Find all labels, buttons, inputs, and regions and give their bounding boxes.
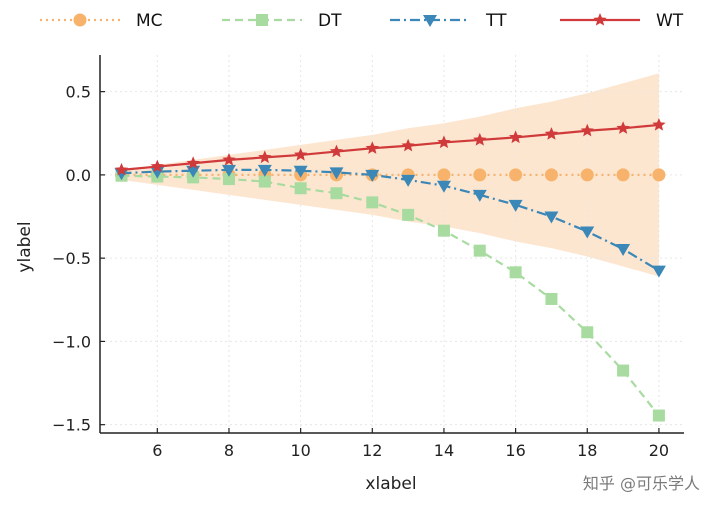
series-layer	[114, 117, 666, 422]
series-wt-point	[114, 162, 129, 176]
series-dt-point	[509, 266, 522, 279]
series-dt-point	[366, 196, 379, 209]
series-tt-point	[186, 165, 201, 178]
x-tick-label: 16	[505, 441, 525, 460]
x-tick-label: 14	[434, 441, 454, 460]
series-wt-point	[437, 135, 451, 149]
series-tt-point	[580, 226, 595, 239]
series-wt-point	[508, 130, 523, 144]
series-tt-point	[221, 164, 236, 177]
series-tt-point	[114, 168, 129, 181]
series-tt-point	[616, 243, 631, 256]
series-mc-point	[509, 168, 523, 182]
legend-tt-marker	[423, 15, 437, 27]
series-mc-point	[652, 168, 666, 182]
legend-dt-label: DT	[318, 11, 342, 31]
series-dt-point	[258, 175, 271, 188]
series-wt-point	[329, 144, 344, 158]
series-wt-point	[293, 147, 308, 161]
x-tick-label: 8	[224, 441, 234, 460]
series-tt-point	[150, 166, 165, 179]
x-axis-title: xlabel	[365, 474, 416, 494]
series-wt-point	[186, 156, 200, 169]
series-dt-point	[545, 292, 558, 305]
series-dt-point	[222, 173, 235, 186]
legend-mc-label: MC	[136, 11, 163, 31]
series-dt-point	[617, 364, 630, 377]
series-tt-point	[329, 167, 344, 180]
series-dt-point	[437, 224, 450, 237]
series-wt-point	[258, 150, 272, 164]
series-wt-point	[544, 127, 559, 140]
series-dt-point	[652, 409, 665, 422]
series-mc-point	[473, 168, 487, 182]
series-mc-point	[544, 168, 558, 182]
series-wt-point	[652, 117, 666, 131]
series-dt-line	[121, 174, 660, 417]
series-dt-point	[581, 326, 594, 339]
series-wt-point	[150, 159, 164, 173]
series-mc-point	[580, 168, 594, 182]
y-axis-title: ylabel	[15, 221, 35, 272]
series-dt-point	[402, 208, 415, 221]
series-tt-line	[121, 168, 660, 272]
series-wt-point	[580, 123, 594, 137]
x-tick-label: 12	[362, 441, 382, 460]
legend-wt-label: WT	[656, 11, 684, 31]
x-tick-label: 6	[152, 441, 162, 460]
x-tick-label: 10	[290, 441, 310, 460]
y-tick-label: −1.5	[52, 416, 91, 435]
series-tt-point	[257, 164, 272, 177]
series-tt-point	[293, 165, 308, 178]
series-mc-point	[616, 168, 630, 182]
x-tick-label: 18	[577, 441, 597, 460]
legend-tt-label: TT	[485, 11, 507, 31]
series-wt-point	[401, 138, 415, 152]
series-tt-point	[508, 199, 523, 212]
legend-mc-marker	[73, 13, 87, 27]
series-wt-point	[222, 152, 236, 166]
series-tt-point	[651, 265, 666, 278]
series-dt-point	[330, 187, 343, 200]
series-dt-point	[294, 182, 307, 195]
series-tt-point	[472, 189, 487, 202]
y-tick-label: −0.5	[52, 249, 91, 268]
y-tick-label: 0.0	[66, 166, 91, 185]
watermark-text: 知乎 @可乐学人	[583, 474, 700, 493]
y-tick-label: 0.5	[66, 83, 91, 102]
series-dt-point	[473, 244, 486, 257]
series-tt-point	[436, 180, 451, 193]
series-wt-line	[121, 123, 660, 171]
legend-dt-marker	[256, 14, 268, 26]
series-tt-point	[365, 169, 380, 182]
axes-layer: 6 8 10 12 14 16 18 20 0.5 0.0 −0.5 −1.0 −1.5	[52, 55, 684, 460]
legend: MC DT TT WT	[40, 11, 684, 31]
series-tt-point	[401, 174, 416, 187]
x-tick-label: 20	[649, 441, 669, 460]
series-wt-point	[473, 132, 487, 146]
series-wt-point	[365, 141, 379, 154]
series-wt-point	[616, 121, 630, 134]
series-mc-point	[437, 168, 451, 182]
series-tt-point	[544, 211, 559, 224]
legend-wt-marker	[593, 13, 607, 26]
y-tick-label: −1.0	[52, 332, 91, 351]
